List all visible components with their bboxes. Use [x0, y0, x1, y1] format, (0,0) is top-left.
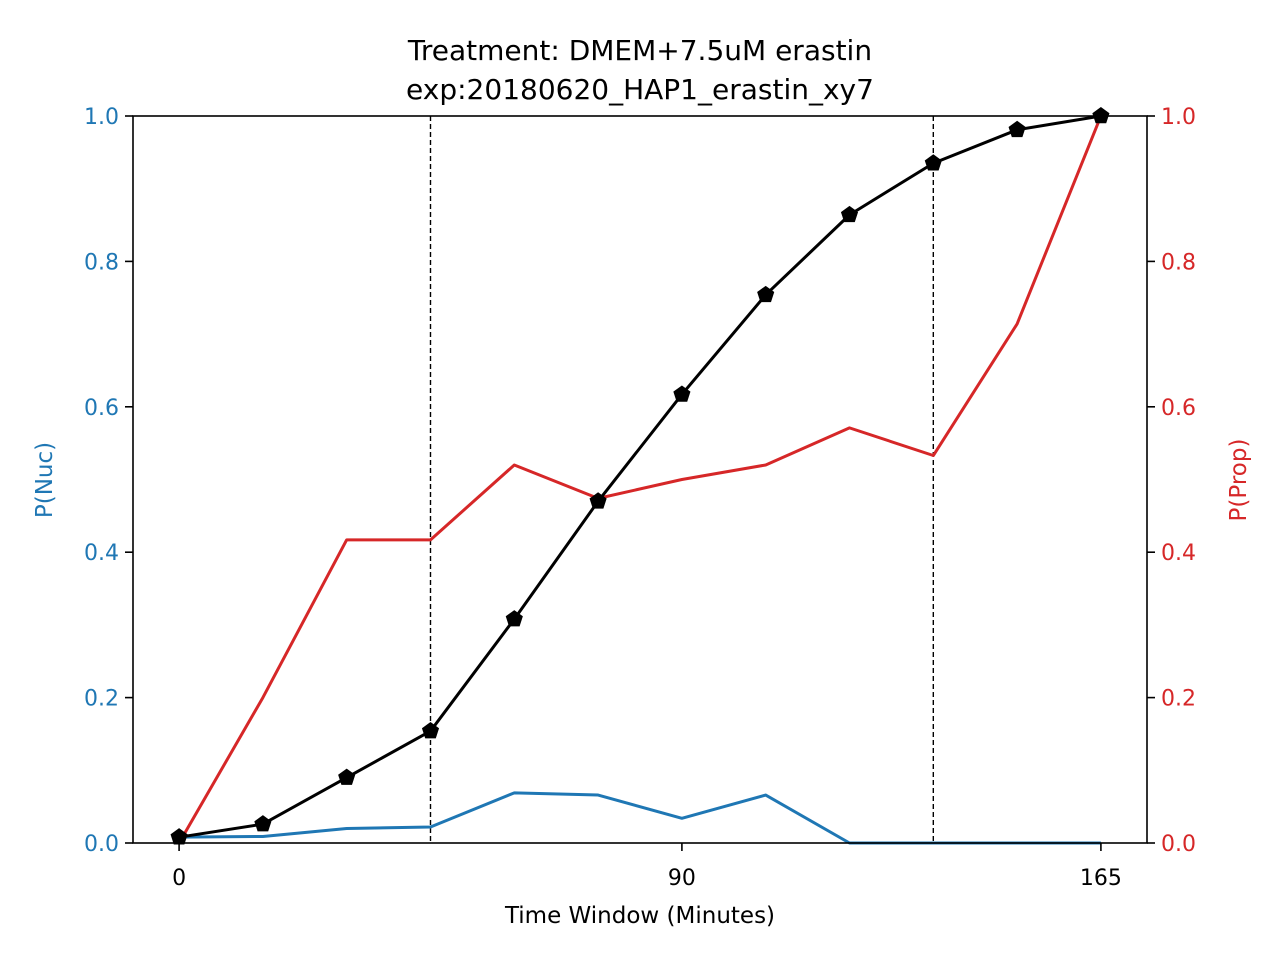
x-axis-ticks: 0 90 165	[172, 843, 1122, 891]
data-point	[170, 828, 188, 845]
data-point	[1008, 120, 1026, 138]
right-y-tick-label: 0.4	[1161, 541, 1196, 566]
right-y-tick-label: 0.6	[1161, 396, 1196, 421]
left-y-tick-label: 1.0	[84, 105, 119, 130]
series-line-2	[178, 114, 1102, 839]
chart-title: Treatment: DMEM+7.5uM erastin	[407, 34, 872, 67]
left-y-tick-label: 0.0	[84, 832, 119, 857]
left-y-tick-label: 0.6	[84, 396, 119, 421]
right-y-tick-label: 0.8	[1161, 250, 1196, 275]
right-y-axis-label: P(Prop)	[1226, 439, 1252, 522]
data-markers	[170, 107, 1110, 845]
left-y-tick-label: 0.4	[84, 541, 119, 566]
left-y-tick-label: 0.2	[84, 687, 119, 712]
data-point	[421, 722, 440, 739]
plot-frame	[132, 115, 1148, 844]
x-tick-label: 0	[172, 866, 186, 891]
left-y-tick-label: 0.8	[84, 250, 119, 275]
left-y-axis-ticks: 0.0 0.2 0.4 0.6 0.8 1.0	[84, 105, 133, 857]
data-point	[505, 610, 523, 627]
data-point	[673, 385, 691, 402]
data-point	[1092, 107, 1110, 124]
series-line-0	[179, 791, 1101, 845]
data-series	[177, 114, 1103, 845]
data-point	[757, 285, 775, 303]
x-tick-label: 165	[1080, 866, 1122, 891]
right-y-tick-label: 0.0	[1161, 832, 1196, 857]
data-point	[254, 815, 272, 832]
series-line-1	[177, 115, 1103, 844]
x-tick-label: 90	[668, 866, 696, 891]
left-y-axis-label: P(Nuc)	[32, 442, 58, 518]
data-point	[924, 154, 942, 171]
right-y-tick-label: 1.0	[1161, 105, 1196, 130]
right-y-axis-ticks: 0.0 0.2 0.4 0.6 0.8 1.0	[1147, 105, 1196, 857]
x-axis-label: Time Window (Minutes)	[504, 903, 775, 929]
data-point	[589, 492, 607, 509]
data-point	[338, 768, 356, 785]
right-y-tick-label: 0.2	[1161, 687, 1196, 712]
data-point	[840, 205, 859, 223]
chart-subtitle: exp:20180620_HAP1_erastin_xy7	[406, 73, 874, 106]
reference-lines	[429, 116, 935, 843]
